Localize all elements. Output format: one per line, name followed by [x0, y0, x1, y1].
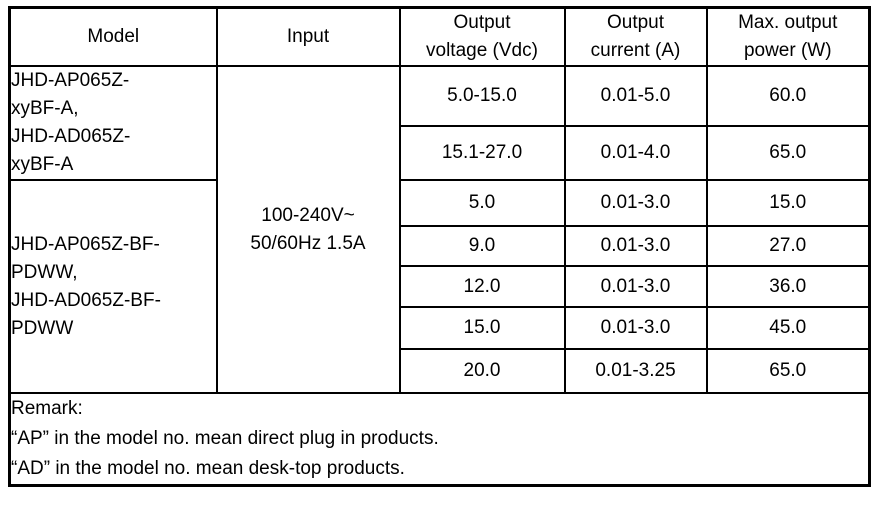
cell-voltage: 9.0	[398, 225, 566, 267]
cell-voltage: 20.0	[398, 348, 566, 394]
table-row: JHD-AP065Z-BF- PDWW, JHD-AD065Z-BF- PDWW…	[8, 179, 871, 394]
table-row: 20.0 0.01-3.25 65.0	[10, 348, 871, 394]
cell-current: 0.01-3.25	[563, 348, 708, 394]
table-row: 12.0 0.01-3.0 36.0	[10, 265, 871, 308]
remark-title: Remark:	[11, 398, 83, 419]
power-spec-table: Model Input Output voltage (Vdc) Output …	[8, 6, 871, 487]
table-row: 9.0 0.01-3.0 27.0	[10, 225, 871, 267]
cell-current: 0.01-3.0	[563, 265, 708, 308]
cell-current: 0.01-3.0	[563, 306, 708, 350]
remark-line-ad: “AD” in the model no. mean desk-top prod…	[11, 458, 405, 479]
header-max-output-power: Max. output power (W)	[705, 6, 871, 67]
table-row: 15.0 0.01-3.0 45.0	[10, 306, 871, 350]
cell-power: 65.0	[705, 124, 871, 182]
table-row: 15.1-27.0 0.01-4.0 65.0	[10, 124, 871, 182]
header-model: Model	[8, 6, 218, 67]
cell-power: 27.0	[705, 225, 871, 267]
remark-row: Remark: “AP” in the model no. mean direc…	[8, 392, 871, 487]
cell-current: 0.01-3.0	[563, 225, 708, 267]
cell-voltage: 15.0	[398, 306, 566, 350]
remark-section: Remark: “AP” in the model no. mean direc…	[8, 392, 871, 487]
cell-voltage: 15.1-27.0	[398, 124, 566, 182]
cell-voltage: 12.0	[398, 265, 566, 308]
cell-power: 65.0	[705, 348, 871, 394]
cell-model-group-1: JHD-AP065Z- xyBF-A, JHD-AD065Z- xyBF-A	[8, 65, 218, 181]
cell-current: 0.01-3.0	[563, 179, 708, 227]
table-row: JHD-AP065Z- xyBF-A, JHD-AD065Z- xyBF-A 1…	[8, 65, 871, 394]
cell-power: 60.0	[705, 65, 871, 127]
cell-voltage: 5.0-15.0	[398, 65, 566, 127]
cell-voltage: 5.0	[398, 179, 566, 227]
remark-line-ap: “AP” in the model no. mean direct plug i…	[11, 428, 439, 449]
cell-model-group-2: JHD-AP065Z-BF- PDWW, JHD-AD065Z-BF- PDWW	[8, 179, 218, 394]
cell-input-rating: 100-240V~ 50/60Hz 1.5A	[215, 65, 401, 394]
header-input: Input	[215, 6, 401, 67]
header-output-current: Output current (A)	[563, 6, 708, 67]
header-output-voltage: Output voltage (Vdc)	[398, 6, 566, 67]
cell-current: 0.01-4.0	[563, 124, 708, 182]
cell-power: 36.0	[705, 265, 871, 308]
cell-current: 0.01-5.0	[563, 65, 708, 127]
cell-power: 15.0	[705, 179, 871, 227]
header-row: Model Input Output voltage (Vdc) Output …	[8, 6, 871, 67]
spec-table-container: Model Input Output voltage (Vdc) Output …	[8, 6, 871, 487]
cell-power: 45.0	[705, 306, 871, 350]
